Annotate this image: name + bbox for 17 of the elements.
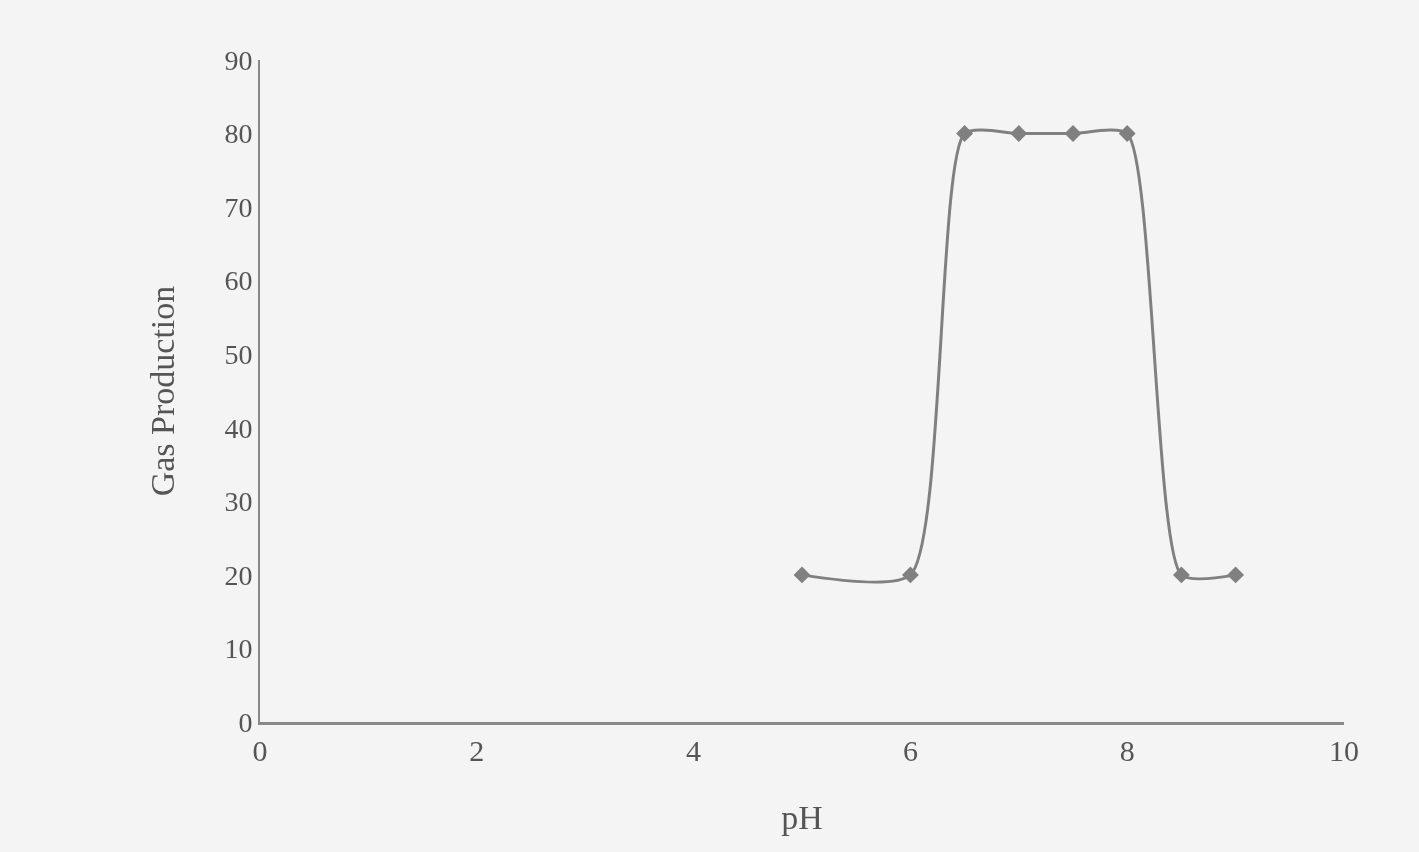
y-tick-label: 30 — [224, 486, 253, 518]
y-tick-label: 40 — [224, 412, 253, 444]
y-axis-title: Gas Production — [143, 285, 181, 497]
x-tick-label: 2 — [469, 734, 485, 767]
y-tick-label: 90 — [224, 44, 253, 76]
y-tick-label: 10 — [224, 633, 253, 665]
y-tick-label: 50 — [224, 339, 253, 371]
y-tick-label: 20 — [224, 559, 253, 591]
x-tick-label: 6 — [902, 734, 918, 767]
y-tick-label: 0 — [238, 706, 253, 738]
x-axis-title: pH — [781, 799, 823, 837]
x-tick-label: 10 — [1329, 734, 1359, 767]
y-tick-label: 80 — [224, 118, 253, 150]
x-tick-label: 4 — [686, 734, 702, 767]
y-tick-label: 70 — [224, 191, 253, 223]
x-tick-label: 8 — [1119, 734, 1135, 767]
y-tick-label: 60 — [224, 265, 253, 297]
